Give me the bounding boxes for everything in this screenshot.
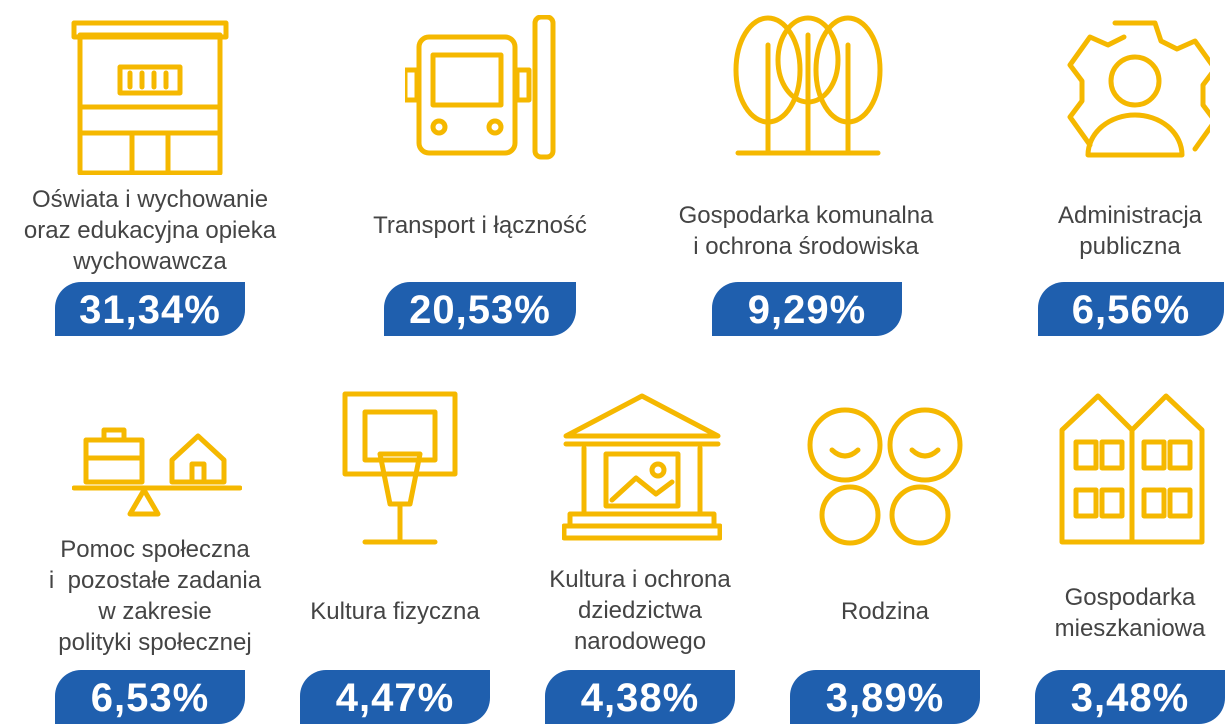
label: Kultura i ochrona dziedzictwa narodowego	[490, 564, 790, 657]
label-line: Administracja	[1057, 202, 1203, 229]
value-badge: 3,89%	[790, 670, 980, 724]
label-line: wychowawcza	[73, 248, 227, 275]
label-line: Gospodarka komunalna	[678, 202, 934, 229]
label: Gospodarka mieszkaniowa	[980, 582, 1228, 644]
label-line: narodowego	[573, 628, 707, 655]
label-line: i pozostałe zadania	[48, 567, 262, 594]
label-line: Pomoc społeczna	[60, 536, 250, 563]
label: Pomoc społeczna i pozostałe zadania w zakr…	[5, 534, 305, 658]
label: Gospodarka komunalna i ochrona środowiska	[656, 200, 956, 262]
label: Administracja publiczna	[980, 200, 1228, 262]
label-line: Transport i łączność	[373, 212, 587, 239]
label-line: Kultura fizyczna	[310, 598, 480, 625]
label-line: w zakresie	[98, 598, 212, 625]
value-badge: 9,29%	[712, 282, 902, 336]
icon-school	[71, 20, 229, 175]
icon-admin	[1067, 20, 1210, 158]
value-badge: 6,53%	[55, 670, 245, 724]
label: Transport i łączność	[330, 210, 630, 241]
icon-basket	[342, 391, 458, 545]
icon-houses	[1059, 393, 1205, 545]
label: Kultura fizyczna	[245, 596, 545, 627]
label-line: oraz edukacyjna opieka	[23, 217, 277, 244]
icon-scale	[72, 427, 242, 517]
label-line: Oświata i wychowanie	[31, 186, 269, 213]
icon-family	[807, 407, 963, 546]
label-line: Rodzina	[840, 598, 930, 625]
label: Oświata i wychowanie oraz edukacyjna opie…	[0, 184, 300, 277]
label-line: polityki społecznej	[58, 629, 252, 656]
value-badge: 6,56%	[1038, 282, 1224, 336]
label-line: publiczna	[1079, 233, 1181, 260]
value-badge: 3,48%	[1035, 670, 1225, 724]
label-line: i ochrona środowiska	[693, 233, 919, 260]
value-badge: 4,47%	[300, 670, 490, 724]
label-line: dziedzictwa	[577, 597, 703, 624]
value-badge: 20,53%	[384, 282, 576, 336]
icon-bus	[405, 15, 556, 160]
label-line: Kultura i ochrona	[549, 566, 731, 593]
icon-museum	[562, 393, 722, 541]
label: Rodzina	[735, 596, 1035, 627]
label-line: Gospodarka	[1064, 584, 1196, 611]
icon-trees	[733, 15, 883, 156]
label-line: mieszkaniowa	[1054, 615, 1206, 642]
value-badge: 31,34%	[55, 282, 245, 336]
value-badge: 4,38%	[545, 670, 735, 724]
